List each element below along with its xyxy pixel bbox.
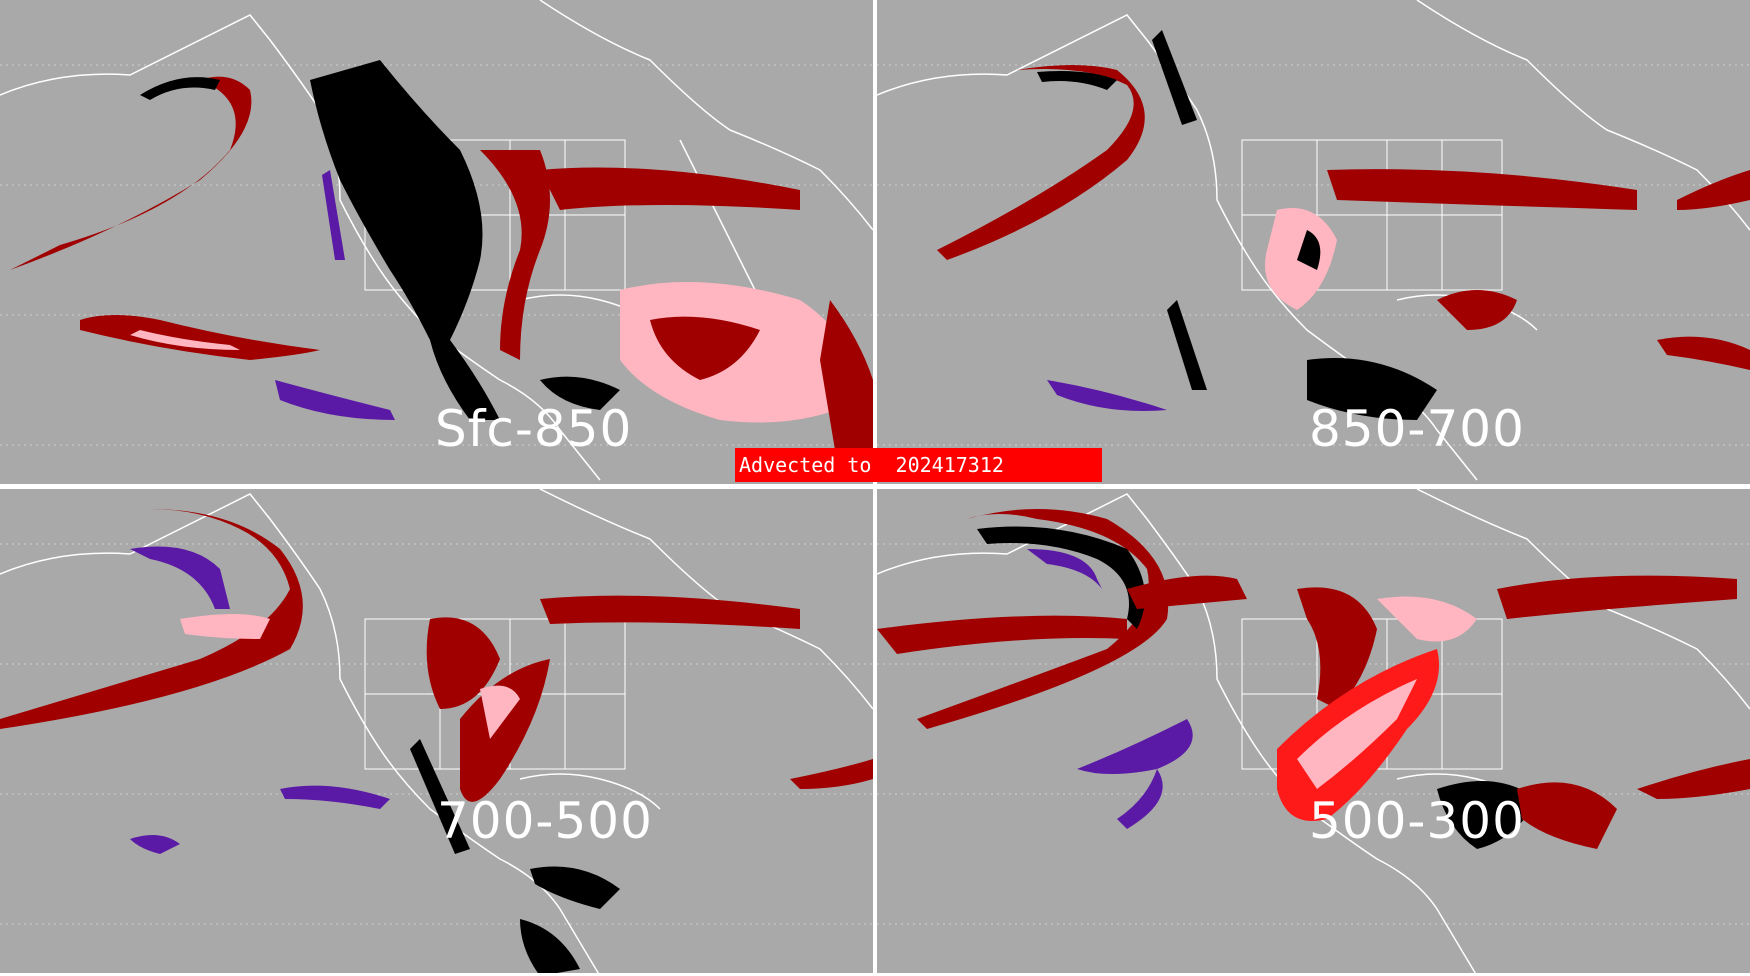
map-panel-sfc-850: Sfc-850	[0, 0, 873, 484]
map-graphic	[877, 489, 1750, 973]
layer-label: 850-700	[1309, 400, 1525, 458]
layer-label: 500-300	[1309, 792, 1525, 850]
map-panel-700-500: 700-500	[0, 489, 873, 973]
map-graphic	[877, 0, 1750, 481]
panel-divider-horizontal	[0, 484, 1750, 489]
map-graphic	[0, 489, 873, 973]
layer-label: Sfc-850	[435, 400, 633, 458]
map-panel-850-700: 850-700	[877, 0, 1750, 484]
map-panel-500-300: 500-300	[877, 489, 1750, 973]
layer-label: 700-500	[437, 792, 653, 850]
map-graphic	[0, 0, 873, 481]
advected-time-banner: Advected to 202417312	[735, 448, 1102, 482]
coastline	[0, 489, 873, 973]
